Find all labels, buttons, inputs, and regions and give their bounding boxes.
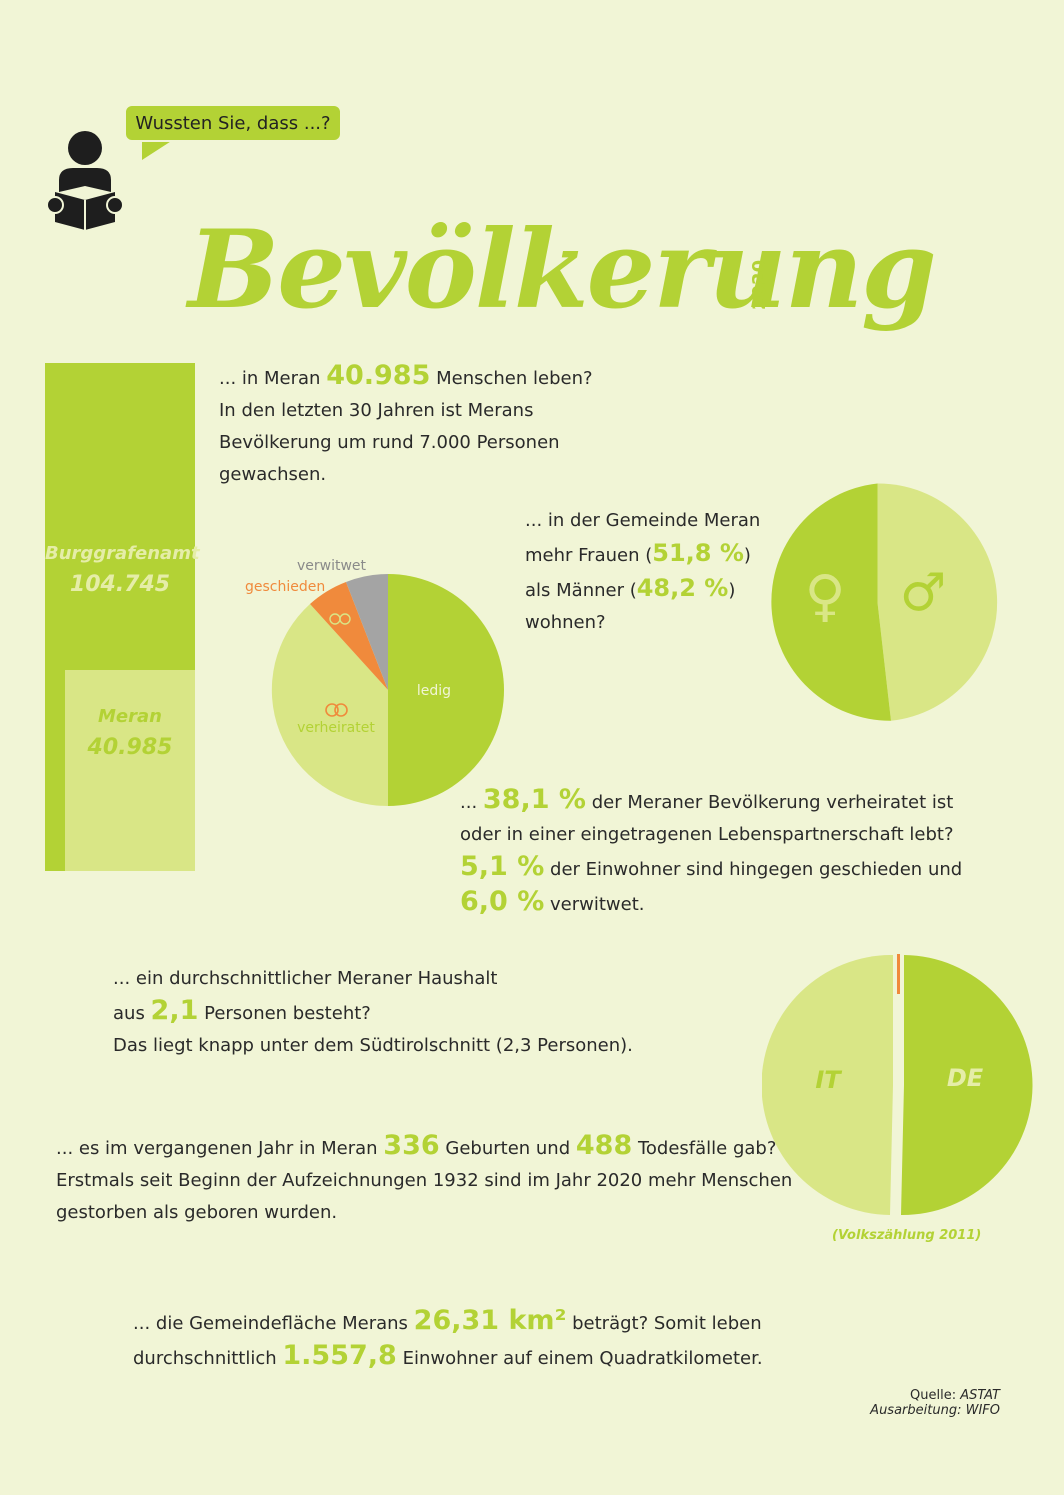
population-line1: ... in Meran 40.985 Menschen leben? xyxy=(219,360,593,391)
bar-outer-name: Burggrafenamt xyxy=(45,543,200,564)
gender-text: ... in der Gemeinde Meran mehr Frauen (5… xyxy=(525,505,785,639)
marital-line4: 6,0 % verwitwet. xyxy=(460,886,645,917)
source-footer: Quelle: ASTAT Ausarbeitung: WIFO xyxy=(760,1388,1000,1418)
household-line3: Das liegt knapp unter dem Südtirolschnit… xyxy=(113,1035,633,1056)
density-value: 1.557,8 xyxy=(282,1340,397,1371)
language-pie: IT DE xyxy=(762,954,1033,1216)
widowed-value: 6,0 % xyxy=(460,886,545,917)
area-line1: ... die Gemeindefläche Merans 26,31 km² … xyxy=(133,1305,762,1336)
pie-slice-orange-sliver xyxy=(897,954,900,994)
gender-line1: ... in der Gemeinde Meran xyxy=(525,510,761,531)
marital-line2: oder in einer eingetragenen Lebenspartne… xyxy=(460,824,954,845)
bar-inner-name: Meran xyxy=(98,706,162,727)
label-verheiratet: verheiratet xyxy=(297,720,375,736)
bar-inner-value: 40.985 xyxy=(87,735,173,760)
gender-line2: mehr Frauen (51,8 %) xyxy=(525,539,751,567)
area-value: 26,31 km² xyxy=(413,1305,567,1336)
source-line: Quelle: ASTAT xyxy=(910,1388,1000,1403)
pie-slice-it xyxy=(762,954,893,1215)
label-geschieden: geschieden xyxy=(245,579,326,595)
population-text: ... in Meran 40.985 Menschen leben? In d… xyxy=(219,360,639,491)
male-value: 48,2 % xyxy=(636,574,729,602)
deaths-value: 488 xyxy=(575,1130,633,1161)
marital-text: ... 38,1 % der Meraner Bevölkerung verhe… xyxy=(460,784,1020,921)
pie-slice-verwitwet xyxy=(346,574,388,690)
gender-pie: ♀ ♂ xyxy=(771,483,998,721)
reader-icon xyxy=(46,131,124,230)
marital-line3: 5,1 % der Einwohner sind hingegen geschi… xyxy=(460,851,963,882)
label-de: DE xyxy=(947,1064,984,1092)
pie-slice-ledig xyxy=(388,574,504,806)
page-title: Bevölkerung xyxy=(188,207,937,333)
gender-line3: als Männer (48,2 %) xyxy=(525,574,736,602)
births-line3: gestorben als geboren wurden. xyxy=(56,1202,338,1223)
pie-slice-geschieden xyxy=(310,582,388,690)
gender-line4: wohnen? xyxy=(525,612,606,633)
speech-bubble: Wussten Sie, dass ...? xyxy=(124,104,342,142)
population-value: 40.985 xyxy=(326,360,431,391)
census-note: (Volkszählung 2011) xyxy=(832,1228,982,1243)
male-symbol: ♂ xyxy=(900,563,947,623)
marital-pie: ledig verheiratet xyxy=(271,574,504,807)
population-line4: gewachsen. xyxy=(219,464,327,485)
household-text: ... ein durchschnittlicher Meraner Haush… xyxy=(113,963,733,1062)
population-line3: Bevölkerung um rund 7.000 Personen xyxy=(219,432,560,453)
title-year: 2020 xyxy=(749,259,770,310)
bar-meran xyxy=(65,670,195,871)
household-line1: ... ein durchschnittlicher Meraner Haush… xyxy=(113,968,498,989)
female-symbol: ♀ xyxy=(804,564,845,629)
pie-slice-de xyxy=(901,955,1033,1216)
marital-line1: ... 38,1 % der Meraner Bevölkerung verhe… xyxy=(460,784,954,815)
area-line2: durchschnittlich 1.557,8 Einwohner auf e… xyxy=(133,1340,763,1371)
births-text: ... es im vergangenen Jahr in Meran 336 … xyxy=(56,1130,796,1229)
pie-slice-male xyxy=(877,483,998,721)
household-line2: aus 2,1 Personen besteht? xyxy=(113,995,371,1026)
population-line2: In den letzten 30 Jahren ist Merans xyxy=(219,400,534,421)
speech-bubble-tail xyxy=(142,138,176,160)
area-text: ... die Gemeindefläche Merans 26,31 km² … xyxy=(133,1305,833,1375)
divorced-value: 5,1 % xyxy=(460,851,545,882)
rings-icon-verheiratet xyxy=(325,703,348,717)
married-value: 38,1 % xyxy=(482,784,586,815)
bar-outer-value: 104.745 xyxy=(69,572,171,597)
female-value: 51,8 % xyxy=(652,539,744,567)
births-line2: Erstmals seit Beginn der Aufzeichnungen … xyxy=(56,1170,793,1191)
pie-slice-female xyxy=(771,483,891,721)
births-value: 336 xyxy=(383,1130,440,1161)
label-verwitwet: verwitwet xyxy=(297,558,367,574)
rings-icon-geschieden xyxy=(329,613,351,625)
label-it: IT xyxy=(815,1066,842,1094)
household-value: 2,1 xyxy=(150,995,199,1026)
label-ledig: ledig xyxy=(417,683,451,699)
births-line1: ... es im vergangenen Jahr in Meran 336 … xyxy=(56,1130,777,1161)
processing-line: Ausarbeitung: WIFO xyxy=(870,1403,1000,1418)
